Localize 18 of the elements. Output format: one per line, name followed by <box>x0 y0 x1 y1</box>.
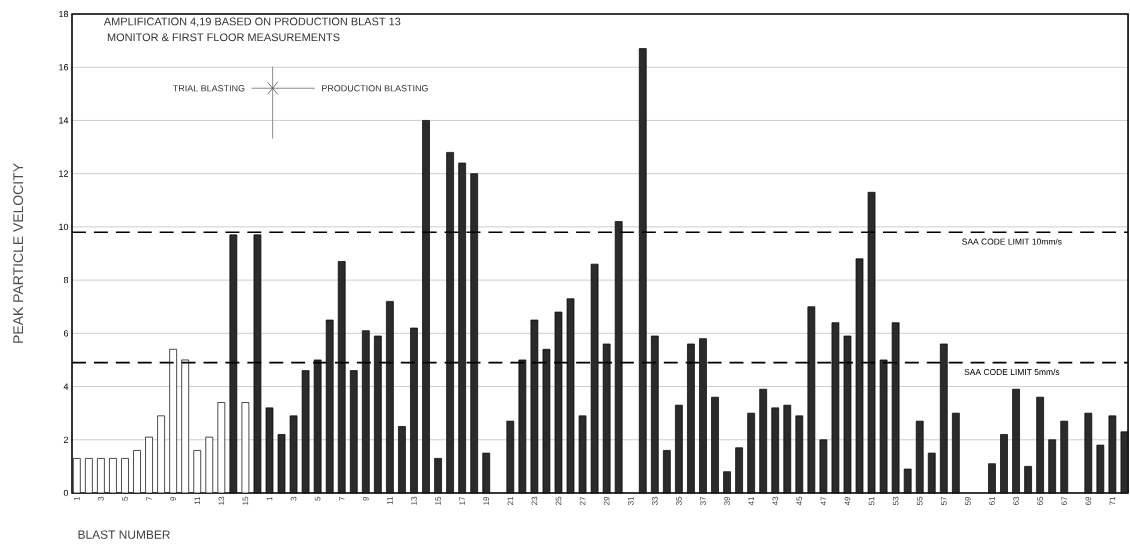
y-tick-label: 10 <box>59 223 69 231</box>
y-tick-label: 4 <box>63 383 69 390</box>
annotation: TRIAL BLASTING <box>173 85 245 92</box>
annotation: AMPLIFICATION 4,19 BASED ON PRODUCTION BLAST 13 <box>103 17 401 27</box>
y-tick-label: 2 <box>63 436 69 443</box>
annotation: PRODUCTION BLASTING <box>322 85 428 92</box>
ref-line-label: SAA CODE LIMIT 5mm/s <box>964 368 1060 375</box>
y-tick-label: 18 <box>59 10 69 18</box>
y-axis-title: PEAK PARTICLE VELOCITY <box>13 163 24 343</box>
annotation: MONITOR & FIRST FLOOR MEASUREMENTS <box>107 33 340 42</box>
y-tick-label: 12 <box>59 170 69 177</box>
y-tick-label: 8 <box>63 276 69 284</box>
y-tick-label: 0 <box>63 489 69 497</box>
x-axis-title: BLAST NUMBER <box>78 530 170 539</box>
ref-line-label: SAA CODE LIMIT 10mm/s <box>962 238 1062 245</box>
y-tick-label: 16 <box>59 64 69 71</box>
y-tick-label: 6 <box>63 330 69 337</box>
y-tick-label: 14 <box>59 117 69 124</box>
